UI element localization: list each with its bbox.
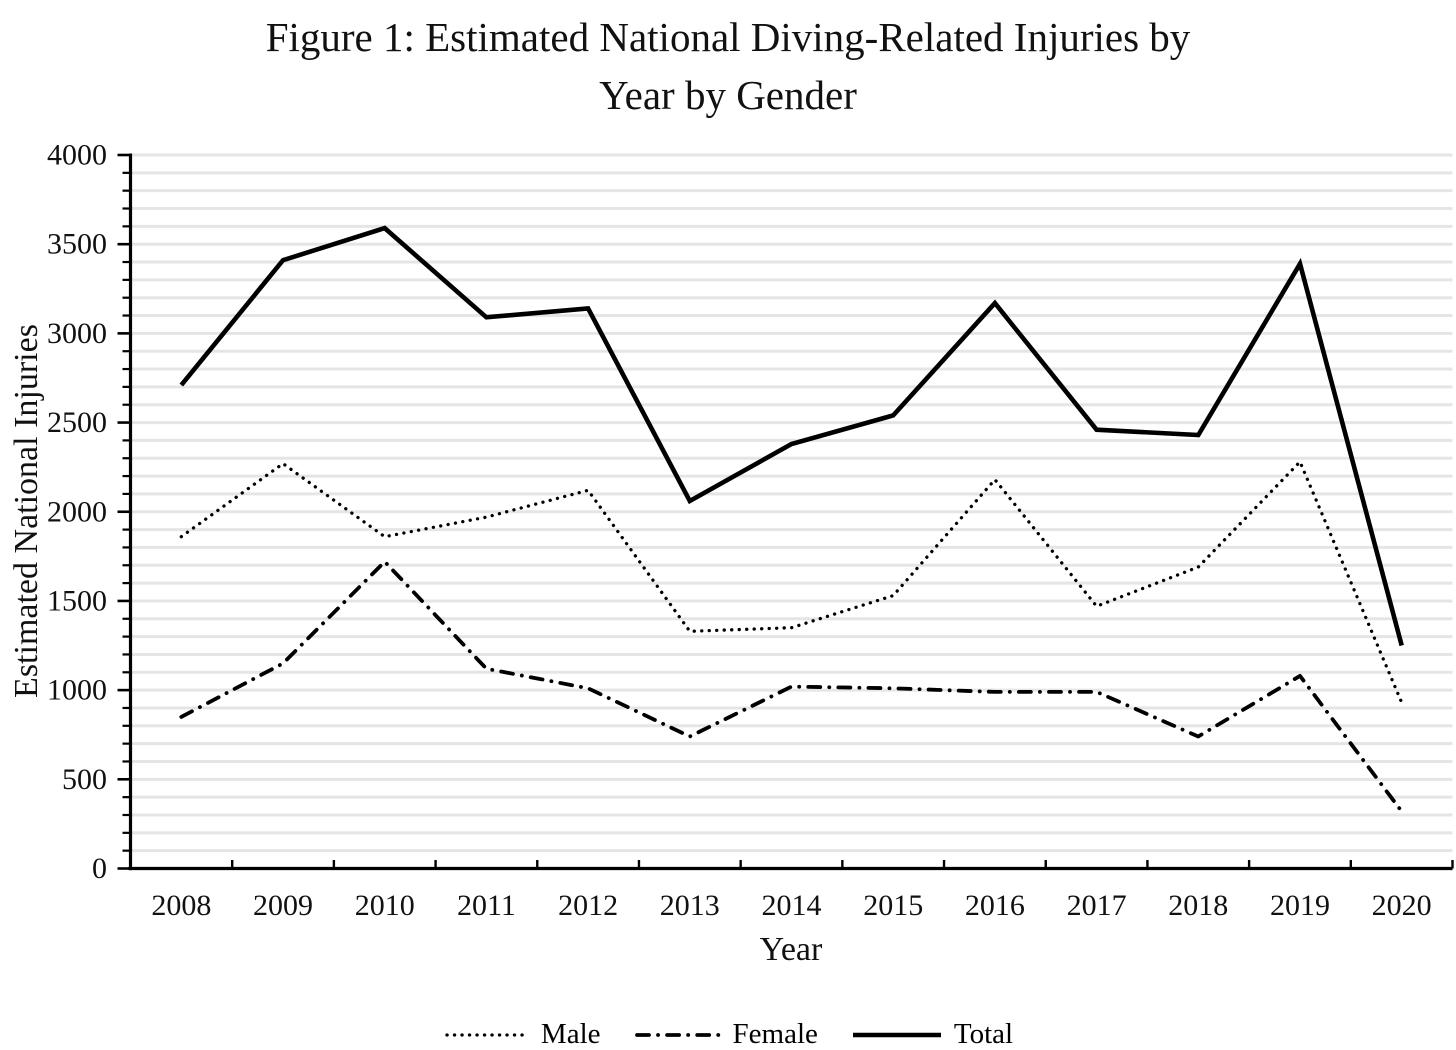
series-line-male [179, 460, 1404, 705]
total-line-sample-icon [852, 1032, 941, 1037]
male-line-sample-icon [445, 1032, 527, 1037]
female-line-sample-icon [634, 1032, 721, 1037]
legend-item-male: Male [443, 1018, 601, 1050]
gridlines [130, 153, 1453, 853]
y-tick-label: 2000 [47, 495, 107, 528]
series-line-female [179, 559, 1404, 814]
series-line-total [179, 225, 1404, 647]
chart-legend: Male Female Total [0, 1018, 1456, 1050]
y-tick-label: 2500 [47, 406, 107, 439]
x-tick-label: 2008 [151, 889, 211, 922]
axes [117, 153, 1454, 871]
y-tick-label: 1500 [47, 584, 107, 617]
y-tick-label: 3500 [47, 228, 107, 261]
y-tick-labels: 0 500 1000 1500 2000 2500 3000 3500 4000 [47, 139, 107, 886]
x-tick-label: 2013 [660, 889, 720, 922]
x-tick-label: 2018 [1168, 889, 1228, 922]
x-tick-label: 2010 [355, 889, 415, 922]
y-tick-label: 4000 [47, 139, 107, 172]
y-tick-label: 500 [62, 763, 107, 796]
y-tick-label: 3000 [47, 317, 107, 350]
x-axis-title: Year [759, 931, 823, 968]
x-tick-label: 2016 [965, 889, 1025, 922]
legend-item-female: Female [634, 1018, 818, 1050]
chart-title: Figure 1: Estimated National Diving-Rela… [0, 8, 1456, 124]
legend-label-total: Total [953, 1018, 1014, 1050]
x-tick-label: 2017 [1067, 889, 1127, 922]
x-tick-label: 2011 [457, 889, 516, 922]
x-tick-label: 2019 [1270, 889, 1330, 922]
x-tick-labels: 2008 2009 2010 2011 2012 2013 2014 2015 2016 2017… [151, 889, 1431, 922]
chart-title-line1: Figure 1: Estimated National Diving-Rela… [265, 14, 1191, 60]
x-tick-label: 2014 [762, 889, 822, 922]
x-tick-label: 2009 [253, 889, 313, 922]
legend-label-female: Female [732, 1018, 818, 1050]
y-tick-label: 0 [92, 852, 107, 885]
chart-title-line2: Year by Gender [599, 72, 857, 118]
x-tick-label: 2012 [558, 889, 618, 922]
line-chart: 0 500 1000 1500 2000 2500 3000 3500 4000 2008 2009… [47, 139, 1454, 922]
legend-label-male: Male [540, 1018, 601, 1050]
y-tick-label: 1000 [47, 674, 107, 707]
x-tick-label: 2015 [863, 889, 923, 922]
x-tick-label: 2020 [1372, 889, 1432, 922]
legend-item-total: Total [852, 1018, 1013, 1050]
